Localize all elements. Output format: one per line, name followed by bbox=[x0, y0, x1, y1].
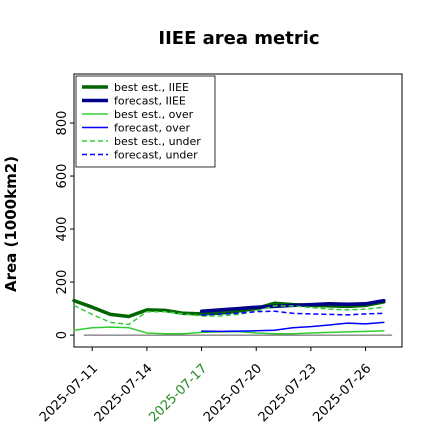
chart-title: IIEE area metric bbox=[158, 28, 319, 49]
legend-label: best est., over bbox=[114, 108, 194, 121]
y-tick-label: 600 bbox=[55, 164, 70, 189]
plot-frame bbox=[73, 73, 403, 348]
legend-label: forecast, IIEE bbox=[114, 95, 186, 108]
series-line bbox=[73, 304, 384, 326]
y-tick-label: 0 bbox=[55, 331, 70, 339]
y-tick-label: 400 bbox=[55, 217, 70, 242]
y-tick-label: 200 bbox=[55, 270, 70, 295]
series-line bbox=[201, 310, 384, 316]
legend-label: best est., under bbox=[114, 135, 201, 148]
series-line bbox=[72, 298, 386, 319]
x-tick-label: 2025-07-26 bbox=[310, 361, 374, 425]
series-line bbox=[73, 326, 385, 335]
legend-label: forecast, under bbox=[114, 149, 198, 162]
legend-label: best est., IIEE bbox=[114, 81, 189, 94]
series-line bbox=[200, 321, 385, 333]
y-axis-label: Area (1000km2) bbox=[2, 156, 20, 292]
y-tick-label: 800 bbox=[55, 111, 70, 136]
legend-box bbox=[75, 75, 216, 168]
legend-label: forecast, over bbox=[114, 122, 190, 135]
